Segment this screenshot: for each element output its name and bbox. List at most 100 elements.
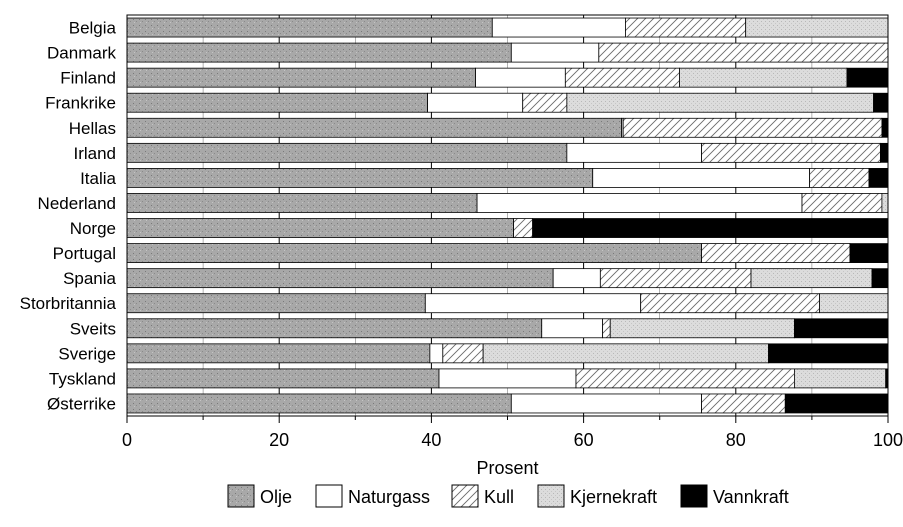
bar-finland-kjernekraft [679,67,848,88]
category-label: Finland [60,69,116,88]
bar-danmark-olje [126,42,512,63]
x-tick-label: 0 [122,430,132,450]
x-axis-ticks: 0 20 40 60 80 100 [122,416,903,450]
bar-spania-naturgass [552,268,601,289]
x-tick-label: 20 [269,430,289,450]
legend-swatch-naturgass [315,484,343,508]
category-labels: Belgia Danmark Finland Frankrike Hellas Irlan… [20,19,117,414]
bar-belgia-kjernekraft [745,17,889,38]
bar-frankrike-naturgass [427,92,524,113]
bar-storbritannia-kull [640,293,820,314]
category-label: Sverige [58,344,116,363]
bar-spania-vannkraft [871,268,889,289]
bar-sverige-naturgass [429,343,444,364]
bar-storbritannia-naturgass [424,293,642,314]
x-tick-label: 100 [873,430,903,450]
legend-swatch-kjernekraft [537,484,565,508]
bar-danmark-naturgass [510,42,600,63]
bar-irland-olje [126,142,568,163]
bar-spania-olje [126,268,554,289]
bar-norge-olje [126,218,514,238]
bar-storbritannia-olje [126,293,426,314]
legend: Olje Naturgass Kull Kjernekraft Vannkraft [227,484,789,508]
category-label: Norge [70,219,116,238]
bar-sveits-kjernekraft [609,318,795,339]
bar-sverige-kull [442,343,484,364]
bar-spania-kull [599,268,752,289]
bar-portugal-kull [701,243,851,263]
category-label: Italia [80,169,116,188]
bar-nederland-olje [126,193,478,213]
bar-hellas-vannkraft [881,117,889,138]
bar-sveits-kull [602,318,611,339]
category-label: Tyskland [49,369,116,388]
category-label: Frankrike [45,94,116,113]
bar-irland-kull [701,142,881,163]
bar-finland-kull [564,67,680,88]
bar-tyskland-naturgass [438,368,577,389]
bar-norge-kull [513,218,534,238]
bar-tyskland-kjernekraft [793,368,887,389]
legend-label-vannkraft: Vannkraft [713,487,789,507]
bar-osterrike-olje [126,393,512,414]
bar-irland-naturgass [566,142,702,163]
bar-storbritannia-kjernekraft [819,293,889,314]
bar-osterrike-kull [701,393,786,414]
category-label: Østerrike [47,394,116,413]
category-label: Irland [73,144,116,163]
bar-osterrike-naturgass [510,393,702,414]
bar-portugal-vannkraft [849,243,889,263]
bar-frankrike-olje [126,92,428,113]
bar-nederland-naturgass [476,193,803,213]
bar-hellas-olje [126,117,623,138]
bar-danmark-kull [598,42,889,63]
legend-label-naturgass: Naturgass [348,487,430,507]
category-label: Belgia [69,19,117,38]
bar-portugal-olje [126,243,702,263]
bar-hellas-kull [622,117,883,138]
category-label: Sveits [70,319,116,338]
bar-sverige-olje [126,343,431,364]
category-label: Storbritannia [20,294,117,313]
bar-osterrike-vannkraft [784,393,889,414]
category-label: Nederland [38,194,116,213]
bar-nederland-kull [801,193,883,213]
legend-swatch-kull [451,484,479,508]
category-label: Danmark [47,44,116,63]
bar-spania-kjernekraft [750,268,873,289]
bar-belgia-naturgass [491,17,626,38]
legend-swatch-vannkraft [680,484,708,508]
bar-sverige-vannkraft [768,343,889,364]
bar-frankrike-kull [522,92,568,113]
bar-sverige-kjernekraft [482,343,769,364]
legend-label-kull: Kull [484,487,514,507]
x-tick-label: 40 [421,430,441,450]
legend-swatch-olje [227,484,255,508]
bar-italia-vannkraft [868,168,889,188]
bar-frankrike-kjernekraft [566,92,874,113]
bar-irland-vannkraft [879,142,889,163]
category-label: Spania [63,269,116,288]
category-label: Hellas [69,119,116,138]
x-tick-label: 60 [574,430,594,450]
x-axis-title: Prosent [476,458,538,478]
bar-belgia-olje [126,17,493,38]
bar-finland-vannkraft [846,67,889,88]
x-tick-label: 80 [726,430,746,450]
bar-norge-vannkraft [532,218,889,238]
bar-italia-naturgass [592,168,811,188]
legend-label-kjernekraft: Kjernekraft [570,487,657,507]
bar-finland-naturgass [475,67,566,88]
bars-group [126,17,889,414]
category-label: Portugal [53,244,116,263]
bar-belgia-kull [625,17,747,38]
bar-finland-olje [126,67,476,88]
bar-italia-olje [126,168,594,188]
bar-tyskland-kull [575,368,795,389]
bar-nederland-kjernekraft [881,193,889,213]
bar-sveits-naturgass [541,318,604,339]
bar-sveits-vannkraft [793,318,889,339]
bar-sveits-olje [126,318,543,339]
